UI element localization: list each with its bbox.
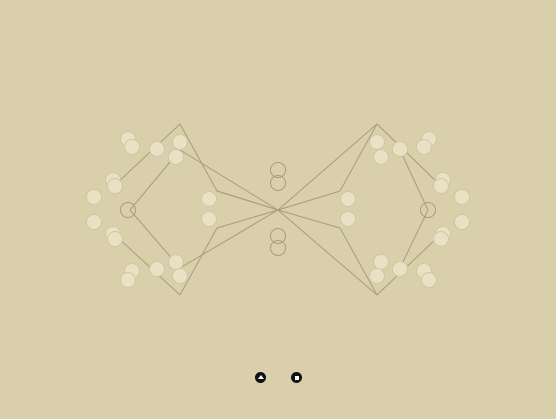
graph-edge <box>216 190 279 211</box>
graph-edge <box>277 209 341 229</box>
graph-edge <box>216 209 279 229</box>
graph-node-filled[interactable] <box>120 272 136 288</box>
graph-node-filled[interactable] <box>172 134 188 150</box>
graph-edges <box>114 123 441 296</box>
graph-node-filled[interactable] <box>107 231 123 247</box>
graph-node-filled[interactable] <box>168 149 184 165</box>
graph-node-filled[interactable] <box>392 261 408 277</box>
graph-edge <box>179 123 218 192</box>
graph-node-filled[interactable] <box>369 134 385 150</box>
graph-node-filled[interactable] <box>373 149 389 165</box>
graph-node-filled[interactable] <box>86 189 102 205</box>
triangle-up-icon <box>257 375 264 379</box>
graph-edge <box>399 209 429 269</box>
graph-node-filled[interactable] <box>392 141 408 157</box>
next-level-button[interactable] <box>291 372 302 383</box>
graph-node-filled[interactable] <box>86 214 102 230</box>
prev-level-button[interactable] <box>255 372 266 383</box>
graph-edge <box>277 209 378 296</box>
graph-edge <box>179 209 279 269</box>
graph-node-filled[interactable] <box>124 139 140 155</box>
graph-edge <box>339 227 378 296</box>
graph-node-empty[interactable] <box>420 202 436 218</box>
graph-node-filled[interactable] <box>433 231 449 247</box>
graph-node-filled[interactable] <box>454 189 470 205</box>
graph-node-filled[interactable] <box>172 268 188 284</box>
graph-node-filled[interactable] <box>373 254 389 270</box>
graph-node-filled[interactable] <box>149 261 165 277</box>
graph-node-filled[interactable] <box>340 211 356 227</box>
graph-node-filled[interactable] <box>454 214 470 230</box>
graph-edge <box>376 234 441 296</box>
graph-node-filled[interactable] <box>201 211 217 227</box>
graph-node-filled[interactable] <box>201 191 217 207</box>
graph-edge <box>277 123 378 211</box>
graph-node-filled[interactable] <box>421 272 437 288</box>
graph-edge <box>179 227 218 296</box>
graph-edge <box>399 149 429 211</box>
graph-node-filled[interactable] <box>416 139 432 155</box>
graph-nodes <box>86 131 470 288</box>
graph-node-empty[interactable] <box>270 162 286 178</box>
graph-edge <box>114 234 181 296</box>
graph-edge <box>179 149 279 211</box>
graph-node-filled[interactable] <box>168 254 184 270</box>
graph-node-empty[interactable] <box>270 228 286 244</box>
graph-node-filled[interactable] <box>149 141 165 157</box>
graph-edge <box>339 123 378 192</box>
graph-node-empty[interactable] <box>270 240 286 256</box>
square-stop-icon <box>294 375 299 380</box>
graph-edge <box>114 123 181 186</box>
graph-node-empty[interactable] <box>120 202 136 218</box>
graph-node-filled[interactable] <box>340 191 356 207</box>
graph-node-filled[interactable] <box>369 268 385 284</box>
graph-edge <box>277 190 341 211</box>
graph-node-filled[interactable] <box>433 178 449 194</box>
graph-node-empty[interactable] <box>270 175 286 191</box>
graph-edge <box>376 123 441 186</box>
graph-node-filled[interactable] <box>107 178 123 194</box>
